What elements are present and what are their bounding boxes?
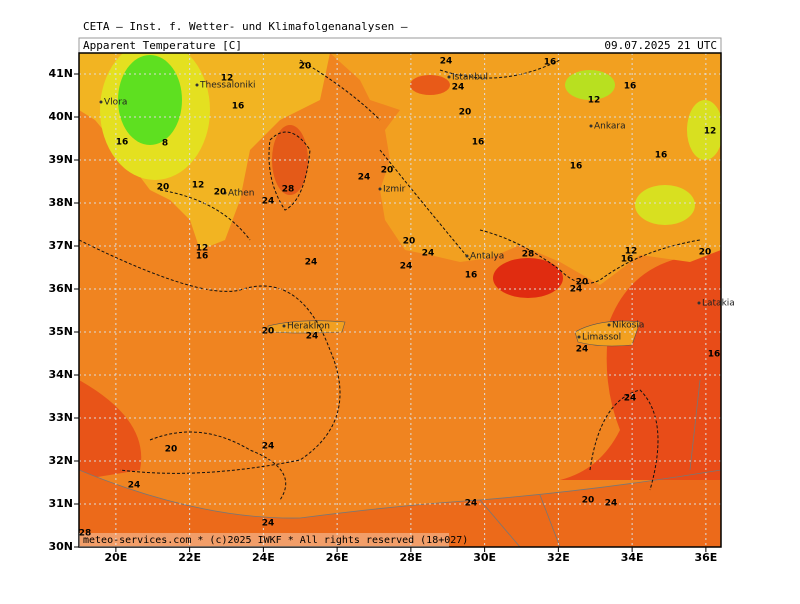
- field-title: Apparent Temperature [C]: [83, 39, 242, 52]
- contour-label: 20: [582, 496, 595, 506]
- contour-label: 12: [221, 74, 234, 84]
- lon-tick-label: 28E: [399, 551, 422, 564]
- contour-label: 24: [400, 262, 413, 272]
- lat-tick-label: 38N: [48, 196, 73, 209]
- city-label: Heraklion: [287, 322, 330, 332]
- contour-label: 20: [299, 62, 312, 72]
- contour-label: 28: [522, 250, 535, 260]
- contour-label: 20: [576, 278, 589, 288]
- city-label: Ankara: [594, 122, 626, 132]
- contour-label: 28: [282, 185, 295, 195]
- map-field: [79, 53, 721, 547]
- lon-tick-label: 32E: [547, 551, 570, 564]
- city-label: Latakia: [702, 299, 735, 309]
- city-label: Istanbul: [452, 73, 488, 83]
- lat-tick-label: 41N: [48, 67, 73, 80]
- lat-tick-label: 31N: [48, 497, 73, 510]
- contour-label: 16: [655, 151, 668, 161]
- contour-label: 12: [625, 247, 638, 257]
- valid-time: 09.07.2025 21 UTC: [604, 39, 717, 52]
- lon-tick-label: 24E: [252, 551, 275, 564]
- city-label: Nikosia: [612, 321, 644, 331]
- contour-label: 24: [262, 197, 275, 207]
- lat-tick-label: 37N: [48, 239, 73, 252]
- lat-tick-label: 32N: [48, 454, 73, 467]
- lon-tick-label: 36E: [694, 551, 717, 564]
- city-label: Izmir: [383, 185, 406, 195]
- city-label: Vlora: [104, 98, 127, 108]
- lon-tick-label: 22E: [178, 551, 201, 564]
- city-marker: [589, 124, 593, 128]
- city-label: Athen: [228, 189, 254, 199]
- contour-label: 20: [381, 166, 394, 176]
- contour-label: 24: [358, 173, 371, 183]
- contour-label: 24: [305, 258, 318, 268]
- lat-tick-label: 30N: [48, 540, 73, 553]
- lat-tick-label: 36N: [48, 282, 73, 295]
- city-marker: [378, 187, 382, 191]
- contour-label: 12: [588, 96, 601, 106]
- lat-tick-label: 39N: [48, 153, 73, 166]
- contour-label: 24: [262, 442, 275, 452]
- contour-label: 20: [214, 188, 227, 198]
- city-marker: [99, 100, 103, 104]
- contour-label: 24: [605, 499, 618, 509]
- contour-label: 16: [708, 350, 721, 360]
- contour-label: 28: [79, 529, 92, 539]
- contour-label: 24: [452, 83, 465, 93]
- contour-label: 20: [157, 183, 170, 193]
- contour-label: 24: [306, 332, 319, 342]
- contour-label: 16: [472, 138, 485, 148]
- lon-tick-label: 26E: [326, 551, 349, 564]
- lon-tick-label: 34E: [621, 551, 644, 564]
- city-label: Antalya: [470, 252, 504, 262]
- lat-tick-label: 34N: [48, 368, 73, 381]
- footer: meteo-services.com * (c)2025 IWKF * All …: [83, 535, 468, 546]
- contour-label: 16: [570, 162, 583, 172]
- contour-label: 24: [128, 481, 141, 491]
- lat-tick-label: 33N: [48, 411, 73, 424]
- contour-label: 16: [544, 58, 557, 68]
- contour-label: 8: [162, 139, 168, 149]
- contour-label: 24: [262, 519, 275, 529]
- contour-label: 16: [116, 138, 129, 148]
- contour-label: 24: [624, 394, 637, 404]
- lat-tick-label: 35N: [48, 325, 73, 338]
- lat-tick-label: 40N: [48, 110, 73, 123]
- city-marker: [465, 254, 469, 258]
- contour-label: 24: [422, 249, 435, 259]
- contour-label: 20: [403, 237, 416, 247]
- city-marker: [195, 83, 199, 87]
- city-marker: [447, 75, 451, 79]
- contour-label: 24: [465, 499, 478, 509]
- contour-label: 20: [262, 327, 275, 337]
- city-marker: [577, 335, 581, 339]
- city-marker: [282, 324, 286, 328]
- contour-label: 16: [624, 82, 637, 92]
- contour-label: 24: [440, 57, 453, 67]
- contour-label: 16: [196, 252, 209, 262]
- contour-label: 20: [165, 445, 178, 455]
- city-label: Thessaloniki: [199, 81, 256, 91]
- contour-label: 12: [196, 244, 209, 254]
- contour-label: 16: [232, 102, 245, 112]
- contour-label: 16: [465, 271, 478, 281]
- city-marker: [697, 301, 701, 305]
- contour-label: 12: [192, 181, 205, 191]
- contour-label: 24: [576, 345, 589, 355]
- institute-title: CETA — Inst. f. Wetter- und Klimafolgena…: [83, 20, 408, 33]
- contour-label: 24: [570, 285, 583, 295]
- contour-label: 12: [704, 127, 717, 137]
- city-marker: [223, 191, 227, 195]
- city-marker: [607, 323, 611, 327]
- contour-label: 20: [459, 108, 472, 118]
- map-frame: [78, 52, 722, 548]
- contour-label: 16: [621, 255, 634, 265]
- city-label: Limassol: [582, 333, 621, 343]
- contour-label: 20: [699, 248, 712, 258]
- lon-tick-label: 30E: [473, 551, 496, 564]
- footer-box: [79, 533, 449, 547]
- lon-tick-label: 20E: [104, 551, 127, 564]
